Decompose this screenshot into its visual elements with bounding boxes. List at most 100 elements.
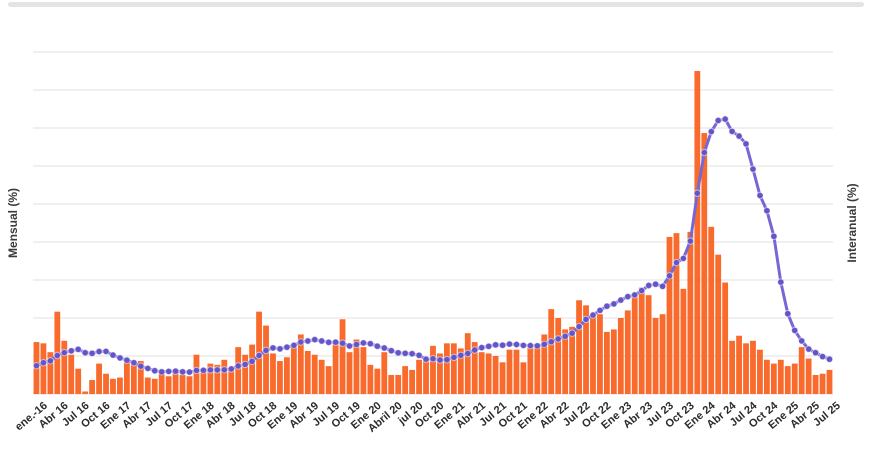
interanual-point[interactable] [130, 359, 138, 367]
interanual-point[interactable] [728, 127, 736, 136]
mensual-bar[interactable] [221, 359, 228, 394]
interanual-point[interactable] [505, 340, 514, 348]
mensual-bar[interactable] [555, 318, 562, 394]
interanual-point[interactable] [721, 115, 729, 123]
interanual-point[interactable] [276, 345, 284, 353]
mensual-bar[interactable] [200, 371, 207, 394]
interanual-point[interactable] [102, 347, 110, 356]
mensual-bar[interactable] [715, 254, 722, 394]
interanual-point[interactable] [116, 354, 124, 362]
interanual-point[interactable] [478, 343, 486, 352]
interanual-point[interactable] [88, 349, 96, 357]
mensual-bar[interactable] [263, 325, 269, 394]
mensual-bar[interactable] [75, 368, 82, 394]
mensual-bar[interactable] [826, 369, 833, 394]
interanual-point[interactable] [735, 132, 743, 140]
mensual-bar[interactable] [457, 348, 464, 394]
mensual-bar[interactable] [729, 340, 736, 394]
interanual-point[interactable] [791, 326, 799, 335]
mensual-bar[interactable] [381, 352, 388, 394]
interanual-point[interactable] [32, 362, 41, 370]
interanual-point[interactable] [234, 362, 242, 370]
interanual-point[interactable] [805, 345, 813, 353]
mensual-bar[interactable] [777, 359, 784, 394]
interanual-point[interactable] [67, 347, 76, 355]
mensual-bar[interactable] [374, 368, 381, 394]
interanual-point[interactable] [345, 342, 354, 350]
mensual-bar[interactable] [450, 343, 457, 394]
interanual-point[interactable] [74, 345, 82, 353]
mensual-bar[interactable] [506, 349, 513, 394]
mensual-bar[interactable] [117, 377, 123, 394]
mensual-bar[interactable] [583, 305, 589, 394]
interanual-point[interactable] [457, 351, 465, 359]
interanual-point[interactable] [464, 349, 472, 358]
interanual-point[interactable] [561, 332, 569, 340]
interanual-point[interactable] [777, 278, 785, 286]
mensual-bar[interactable] [652, 318, 659, 394]
interanual-point[interactable] [436, 356, 444, 364]
mensual-bar[interactable] [332, 343, 339, 394]
mensual-bar[interactable] [137, 361, 144, 394]
mensual-bar[interactable] [597, 314, 603, 394]
mensual-bar[interactable] [242, 354, 249, 394]
interanual-point[interactable] [81, 349, 89, 357]
interanual-point[interactable] [624, 292, 632, 301]
interanual-point[interactable] [749, 165, 757, 173]
mensual-bar[interactable] [812, 375, 819, 394]
interanual-point[interactable] [290, 341, 298, 349]
mensual-bar[interactable] [743, 343, 749, 394]
interanual-point[interactable] [519, 341, 528, 350]
interanual-point[interactable] [165, 367, 173, 376]
interanual-point[interactable] [533, 342, 541, 350]
mensual-bar[interactable] [631, 296, 638, 394]
interanual-point[interactable] [665, 272, 674, 280]
mensual-bar[interactable] [576, 300, 582, 394]
mensual-bar[interactable] [722, 282, 729, 394]
mensual-bar[interactable] [346, 352, 353, 394]
interanual-point[interactable] [742, 140, 750, 148]
interanual-point[interactable] [617, 296, 625, 304]
mensual-bar[interactable] [569, 326, 576, 394]
mensual-bar[interactable] [798, 347, 805, 394]
interanual-point[interactable] [269, 344, 277, 352]
interanual-point[interactable] [248, 357, 256, 365]
mensual-bar[interactable] [603, 331, 610, 394]
mensual-bar[interactable] [763, 359, 770, 394]
interanual-point[interactable] [394, 349, 402, 357]
interanual-point[interactable] [338, 339, 347, 347]
interanual-point[interactable] [568, 329, 576, 337]
mensual-bar[interactable] [520, 362, 527, 394]
mensual-bar[interactable] [478, 352, 485, 394]
interanual-point[interactable] [798, 337, 806, 345]
mensual-bar[interactable] [214, 364, 221, 394]
mensual-bar[interactable] [680, 288, 687, 394]
interanual-point[interactable] [109, 351, 117, 359]
interanual-point[interactable] [213, 366, 222, 374]
interanual-point[interactable] [408, 350, 416, 358]
mensual-bar[interactable] [750, 340, 756, 394]
interanual-point[interactable] [638, 286, 646, 295]
mensual-bar[interactable] [130, 363, 137, 394]
mensual-bar[interactable] [360, 347, 367, 394]
mensual-bar[interactable] [193, 354, 200, 394]
interanual-point[interactable] [512, 340, 521, 349]
interanual-point[interactable] [206, 366, 215, 374]
interanual-point[interactable] [679, 254, 688, 263]
interanual-point[interactable] [770, 232, 778, 241]
mensual-bar[interactable] [283, 357, 290, 394]
interanual-point[interactable] [178, 368, 187, 376]
mensual-bar[interactable] [151, 378, 158, 394]
mensual-bar[interactable] [416, 359, 422, 394]
mensual-bar[interactable] [367, 364, 374, 394]
interanual-point[interactable] [589, 311, 597, 319]
mensual-bar[interactable] [659, 314, 666, 394]
mensual-bar[interactable] [791, 363, 798, 394]
mensual-bar[interactable] [534, 344, 541, 394]
mensual-bar[interactable] [694, 71, 701, 394]
mensual-bar[interactable] [235, 347, 242, 394]
interanual-point[interactable] [199, 366, 208, 374]
interanual-point[interactable] [359, 339, 368, 347]
mensual-bar[interactable] [325, 366, 332, 394]
